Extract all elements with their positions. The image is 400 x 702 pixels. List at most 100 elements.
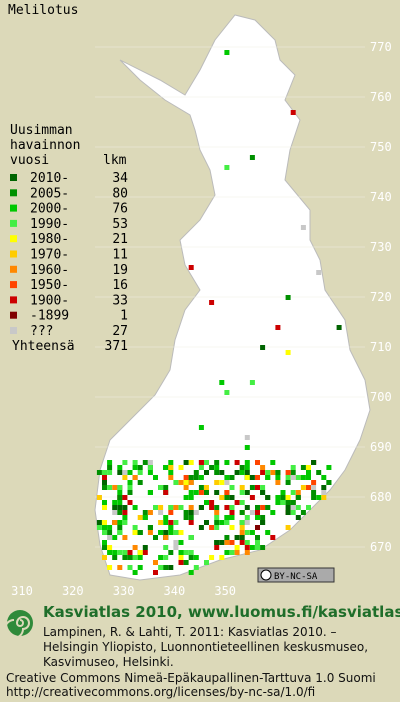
observation-square (122, 515, 128, 520)
observation-square (239, 470, 245, 475)
observation-square (132, 465, 138, 470)
legend-label: 1990- (30, 217, 69, 232)
observation-square (183, 485, 189, 490)
observation-square (255, 545, 260, 550)
observation-square (153, 475, 158, 480)
observation-square (173, 505, 179, 510)
observation-square (234, 470, 240, 475)
citation-line: Kasvimuseo, Helsinki. (43, 655, 174, 669)
observation-square (295, 515, 301, 520)
observation-square (214, 525, 220, 530)
observation-square (244, 445, 250, 450)
observation-square (260, 470, 266, 475)
observation-square (178, 560, 184, 565)
observation-square (260, 490, 266, 495)
legend-label: ??? (30, 324, 53, 339)
observation-square (122, 470, 128, 475)
observation-square (204, 485, 209, 490)
observation-square (204, 520, 209, 525)
observation-square (183, 550, 189, 555)
legend-swatch (10, 174, 17, 181)
observation-square (96, 520, 102, 525)
observation-square (249, 545, 255, 550)
observation-square (244, 550, 250, 555)
observation-square (168, 565, 174, 570)
observation-square (198, 425, 204, 430)
observation-square (142, 515, 148, 520)
observation-square (183, 510, 189, 515)
observation-square (102, 525, 107, 530)
observation-square (224, 475, 230, 480)
observation-square (188, 570, 194, 575)
observation-square (255, 540, 260, 545)
observation-square (306, 465, 311, 470)
observation-square (285, 510, 291, 515)
observation-square (102, 470, 107, 475)
observation-square (270, 510, 276, 515)
observation-square (229, 515, 235, 520)
observation-square (244, 530, 250, 535)
observation-square (173, 520, 179, 525)
legend-count: 16 (112, 278, 128, 293)
observation-square (244, 475, 250, 480)
observation-square (336, 325, 342, 330)
observation-square (260, 485, 266, 490)
observation-square (255, 485, 260, 490)
observation-square (137, 550, 143, 555)
observation-square (188, 535, 194, 540)
observation-square (244, 465, 250, 470)
observation-square (163, 565, 169, 570)
observation-square (102, 480, 107, 485)
observation-square (168, 470, 174, 475)
observation-square (147, 465, 153, 470)
observation-square (229, 510, 235, 515)
logo-circle (7, 610, 33, 636)
observation-square (147, 470, 153, 475)
observation-square (198, 505, 204, 510)
observation-square (127, 480, 133, 485)
observation-square (122, 505, 128, 510)
observation-square (239, 520, 245, 525)
legend-label: 1970- (30, 248, 69, 263)
observation-square (107, 565, 113, 570)
citation-line: Lampinen, R. & Lahti, T. 2011: Kasviatla… (43, 625, 337, 639)
observation-square (244, 540, 250, 545)
observation-square (132, 530, 138, 535)
observation-square (142, 550, 148, 555)
x-label: 350 (214, 584, 236, 598)
observation-square (127, 500, 133, 505)
observation-square (249, 485, 255, 490)
observation-square (193, 565, 199, 570)
observation-square (183, 495, 189, 500)
observation-square (249, 530, 255, 535)
observation-square (326, 465, 332, 470)
observation-square (234, 550, 240, 555)
observation-square (127, 485, 133, 490)
observation-square (158, 510, 164, 515)
observation-square (214, 520, 220, 525)
observation-square (137, 555, 143, 560)
y-label: 710 (370, 340, 392, 354)
observation-square (117, 490, 123, 495)
observation-square (122, 460, 128, 465)
observation-square (193, 510, 199, 515)
y-label: 760 (370, 90, 392, 104)
license-line: Creative Commons Nimeä-Epäkaupallinen-Ta… (6, 671, 376, 685)
observation-square (158, 520, 164, 525)
observation-square (234, 500, 240, 505)
observation-square (214, 510, 220, 515)
observation-square (224, 460, 230, 465)
observation-square (306, 475, 311, 480)
legend-count-heading: lkm (103, 153, 127, 168)
observation-square (214, 540, 220, 545)
y-label: 670 (370, 540, 392, 554)
grid: 770 760 750 740 730 720 710 700 690 680 670 310 320 3… (11, 40, 392, 598)
observation-square (122, 550, 128, 555)
observation-square (300, 485, 306, 490)
observation-square (168, 530, 174, 535)
observation-square (102, 505, 107, 510)
observation-square (244, 435, 250, 440)
logo-spiral (4, 616, 30, 639)
legend-count: 33 (112, 293, 128, 308)
observation-square (142, 510, 148, 515)
